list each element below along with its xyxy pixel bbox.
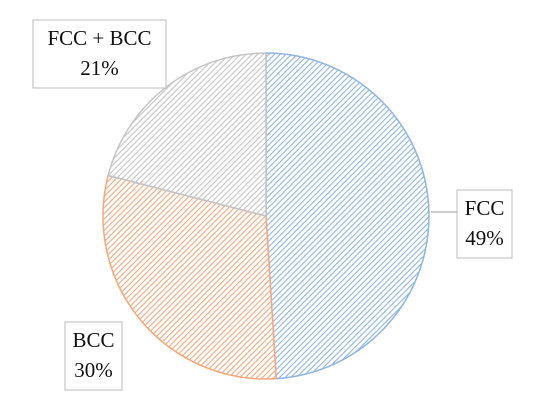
pie-slice: [102, 174, 278, 380]
slice-value: 30%: [74, 358, 113, 382]
pie-slice: [265, 52, 430, 380]
slice-label: BCC: [72, 328, 114, 352]
slice-value: 49%: [465, 226, 504, 250]
slice-label: FCC: [465, 196, 505, 220]
slice-label: FCC + BCC: [47, 26, 151, 50]
label-box: [456, 189, 513, 259]
label-box: [64, 321, 123, 391]
label-box: [32, 19, 167, 89]
slice-value: 21%: [80, 56, 119, 80]
